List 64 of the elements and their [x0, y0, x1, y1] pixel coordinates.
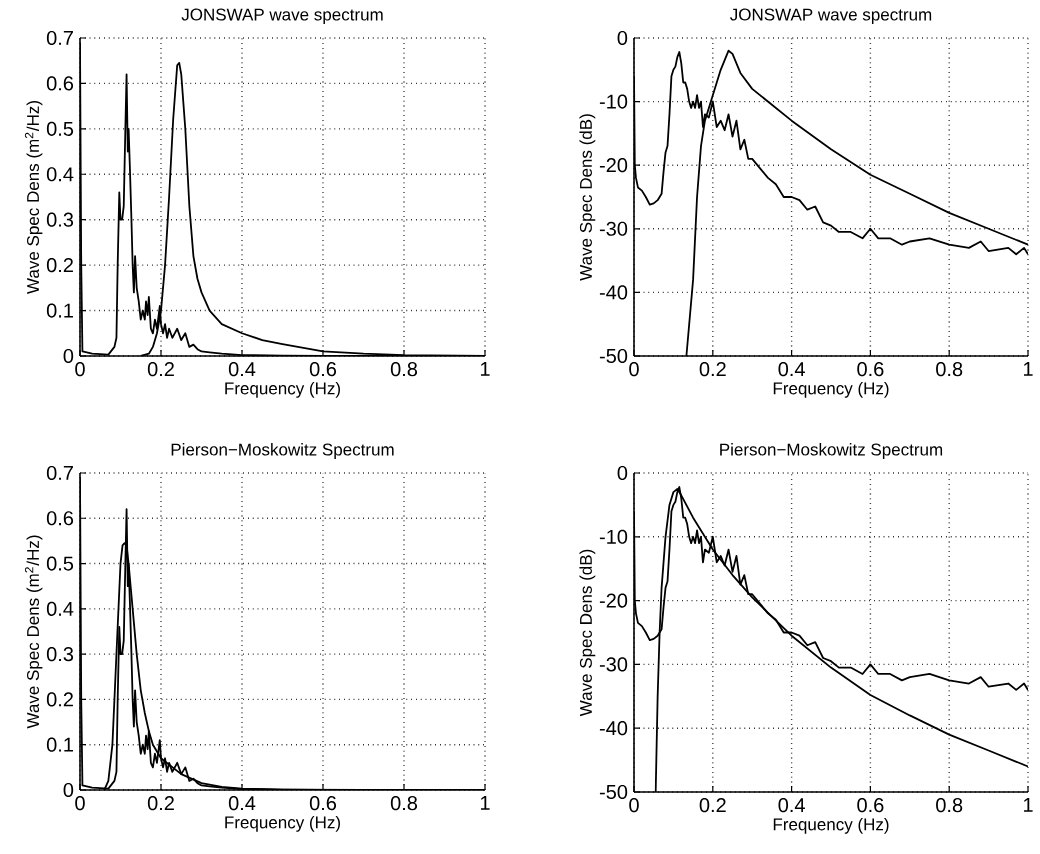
y-tick-label: 0	[617, 30, 628, 46]
y-tick-label: -20	[599, 158, 628, 173]
y-tick-label: 0.5	[46, 556, 74, 571]
y-tick-label: -10	[599, 94, 628, 109]
y-tick-label: 0	[63, 348, 74, 364]
x-tick-label: 0.4	[228, 362, 256, 377]
y-tick-label: 0.6	[46, 76, 74, 91]
y-tick-label: -40	[599, 721, 628, 736]
y-tick-label: 0.2	[46, 258, 73, 273]
y-tick-label: 0.6	[46, 511, 74, 526]
y-tick-label: -40	[599, 285, 628, 300]
x-tick-label: 0.8	[390, 362, 418, 377]
x-tick-label: 1	[1023, 798, 1033, 812]
chart-title: JONSWAP wave spectrum	[181, 8, 383, 24]
x-axis-title: Frequency (Hz)	[773, 817, 889, 834]
x-tick-label: 0.2	[699, 362, 726, 377]
y-tick-label: -20	[599, 593, 628, 608]
x-tick-label: 0	[75, 362, 85, 377]
x-tick-label: 0.6	[857, 362, 884, 377]
x-tick-label: 0.4	[778, 798, 805, 813]
y-tick-label: -30	[599, 657, 628, 672]
x-tick-label: 0.2	[147, 796, 174, 811]
y-tick-label: 0	[617, 465, 628, 481]
chart-title: JONSWAP wave spectrum	[730, 8, 932, 24]
x-tick-label: 0.8	[936, 362, 963, 377]
x-tick-label: 0.8	[390, 796, 418, 811]
x-tick-label: 0.6	[309, 362, 337, 377]
x-tick-label: 0.6	[857, 798, 884, 813]
y-tick-label: 0.4	[46, 167, 74, 182]
y-axis-title: Wave Spec Dens (dB)	[579, 114, 596, 281]
x-tick-label: 0	[629, 362, 639, 377]
x-tick-label: 0	[75, 796, 85, 811]
y-axis-title: Wave Spec Dens (m$^{2}$/Hz)	[24, 101, 43, 294]
x-tick-label: 0	[629, 798, 639, 813]
y-tick-label: 0	[63, 782, 74, 798]
x-tick-label: 0.4	[778, 362, 805, 377]
y-tick-label: -50	[599, 348, 628, 364]
y-tick-label: 0.7	[46, 465, 73, 481]
x-axis-title: Frequency (Hz)	[225, 381, 340, 398]
x-axis-title: Frequency (Hz)	[773, 381, 889, 398]
y-axis-title: Wave Spec Dens (dB)	[579, 549, 596, 717]
y-tick-label: 0.5	[46, 121, 74, 136]
y-tick-label: 0.3	[46, 212, 74, 227]
y-tick-label: -10	[599, 529, 628, 544]
x-tick-label: 1	[480, 796, 490, 810]
x-tick-label: 1	[480, 362, 490, 376]
y-tick-label: 0.1	[46, 303, 73, 318]
x-axis-title: Frequency (Hz)	[225, 815, 340, 832]
chart-title: Pierson−Moskowitz Spectrum	[171, 443, 394, 459]
x-tick-label: 0.6	[309, 796, 337, 811]
y-tick-label: 0.2	[46, 692, 73, 707]
x-tick-label: 0.8	[936, 798, 963, 813]
x-tick-label: 1	[1023, 362, 1033, 376]
y-tick-label: -50	[599, 784, 628, 800]
chart-title: Pierson−Moskowitz Spectrum	[720, 443, 943, 459]
y-tick-label: 0.3	[46, 647, 74, 662]
x-tick-label: 0.4	[228, 796, 256, 811]
x-tick-label: 0.2	[147, 362, 174, 377]
x-tick-label: 0.2	[699, 798, 726, 813]
y-tick-label: 0.7	[46, 30, 73, 46]
y-tick-label: -30	[599, 221, 628, 236]
y-tick-label: 0.1	[46, 737, 73, 752]
y-tick-label: 0.4	[46, 601, 74, 616]
y-axis-title: Wave Spec Dens (m$^{2}$/Hz)	[24, 535, 43, 729]
